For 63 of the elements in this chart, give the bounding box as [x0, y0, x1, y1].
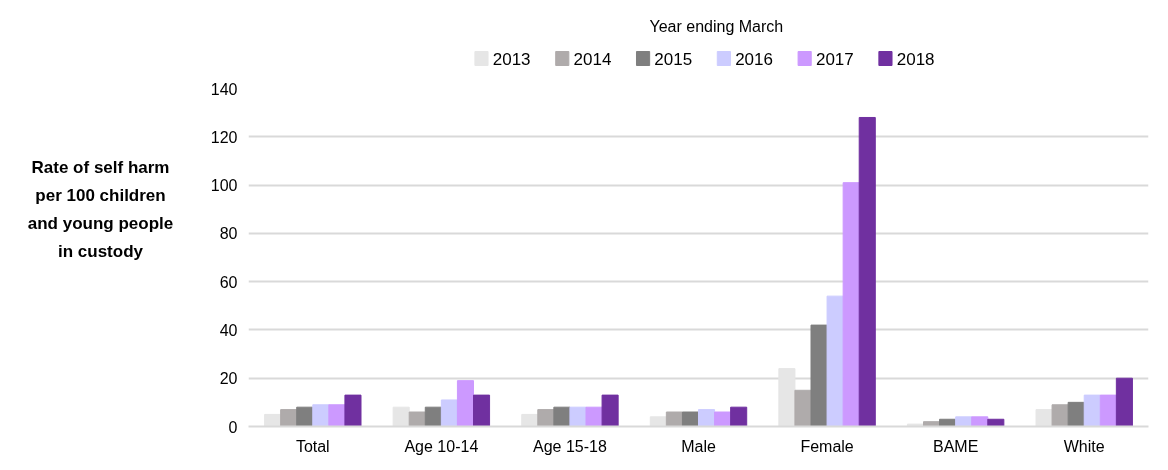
x-tick-label: Female — [800, 437, 854, 455]
bar — [537, 409, 555, 427]
bar — [601, 394, 619, 427]
bar — [296, 406, 314, 427]
bar — [553, 406, 571, 427]
bar — [456, 380, 474, 427]
bar — [1083, 394, 1101, 427]
y-tick-label: 80 — [219, 225, 238, 243]
bar — [906, 423, 924, 427]
y-tick-label: 20 — [219, 370, 238, 388]
x-tick-label: Total — [295, 437, 330, 455]
bar — [1067, 401, 1085, 427]
y-tick-label: 40 — [219, 321, 238, 339]
bar — [842, 182, 860, 427]
legend-label: 2016 — [735, 49, 773, 69]
bar — [408, 411, 426, 427]
bar — [312, 404, 330, 427]
bar — [698, 409, 716, 427]
x-tick-label: White — [1063, 437, 1105, 455]
bar — [810, 324, 828, 427]
bar — [569, 406, 587, 427]
y-tick-label: 0 — [228, 418, 238, 436]
legend-title: Year ending March — [649, 18, 784, 35]
x-tick-label: BAME — [932, 437, 979, 455]
bar — [473, 394, 491, 427]
bar — [521, 413, 539, 427]
x-tick-label: Age 15-18 — [533, 437, 607, 455]
legend-label: 2013 — [492, 49, 531, 69]
y-tick-label: 120 — [210, 128, 238, 146]
bar — [794, 389, 812, 427]
x-tick-label: Age 10-14 — [404, 437, 479, 455]
bar — [730, 406, 748, 427]
x-tick-label: Male — [681, 437, 716, 455]
y-tick-label: 100 — [210, 177, 238, 195]
bar — [987, 418, 1005, 427]
bar — [778, 368, 796, 427]
bar — [1035, 409, 1053, 427]
bar — [971, 416, 989, 427]
bar — [665, 411, 683, 427]
bar — [955, 416, 973, 427]
bar — [1115, 377, 1133, 427]
bar — [681, 411, 699, 427]
legend-label: 2017 — [815, 49, 854, 69]
legend-label: 2014 — [573, 49, 612, 69]
bar — [328, 404, 346, 427]
bar — [649, 416, 667, 427]
bar — [858, 116, 876, 427]
bar — [826, 295, 844, 427]
bar — [344, 394, 362, 427]
bar — [280, 409, 298, 427]
bar — [585, 406, 603, 427]
bar — [264, 413, 282, 427]
y-axis-title: Rate of self harm per 100 children and young people in custody — [27, 158, 174, 261]
bar — [424, 406, 442, 427]
legend-label: 2015 — [654, 49, 693, 69]
y-tick-label: 140 — [210, 80, 238, 98]
bar — [1099, 394, 1117, 427]
y-tick-label: 60 — [219, 273, 238, 291]
bar — [1051, 404, 1069, 427]
bar — [392, 406, 410, 427]
legend-label: 2018 — [896, 49, 935, 69]
bar — [714, 411, 732, 427]
bar — [440, 399, 458, 427]
